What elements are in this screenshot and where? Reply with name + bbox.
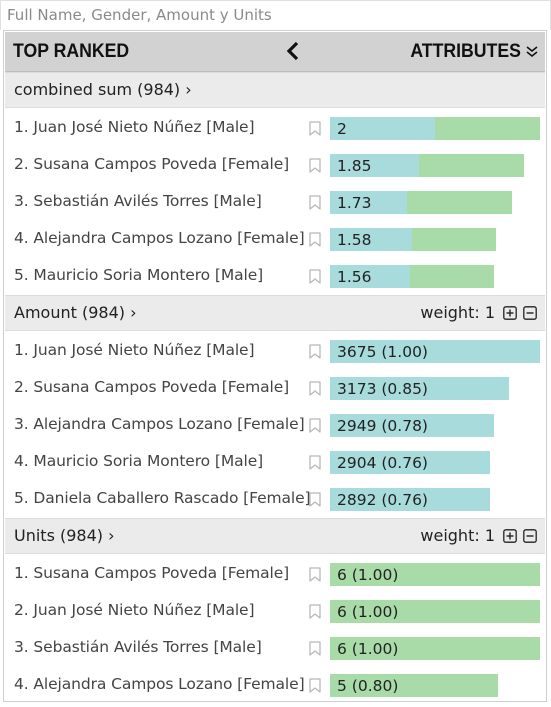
item-label: 3. Sebastián Avilés Torres [Male] (14, 638, 262, 656)
list-item[interactable]: 4. Alejandra Campos Lozano [Female] 1.58 (5, 221, 545, 258)
list-item[interactable]: 4. Alejandra Campos Lozano [Female] 5 (0.… (5, 667, 545, 704)
weight-label-units: weight: 1 (420, 526, 495, 545)
section-title-combined[interactable]: combined sum (984) › (14, 80, 192, 99)
section-header-amount: Amount (984) › weight: 1 (5, 295, 545, 331)
list-item[interactable]: 2. Susana Campos Poveda [Female] 3173 (0.… (5, 370, 545, 407)
bookmark-icon[interactable] (309, 344, 321, 359)
list-item[interactable]: 1. Juan José Nieto Núñez [Male] 2 (5, 110, 545, 147)
list-item[interactable]: 3. Alejandra Campos Lozano [Female] 2949 … (5, 407, 545, 444)
units-bar-segment (412, 228, 496, 251)
item-label: 4. Mauricio Soria Montero [Male] (14, 452, 264, 470)
amount-bar-segment (330, 228, 412, 251)
bookmark-icon[interactable] (309, 121, 321, 136)
item-label: 3. Alejandra Campos Lozano [Female] (14, 415, 305, 433)
item-label: 2. Juan José Nieto Núñez [Male] (14, 601, 255, 619)
bookmark-icon[interactable] (309, 195, 321, 210)
score-value: 1.58 (337, 231, 372, 249)
units-bar-segment (330, 637, 540, 660)
bookmark-icon[interactable] (309, 158, 321, 173)
bookmark-icon[interactable] (309, 269, 321, 284)
units-bar-segment (407, 191, 512, 214)
item-label: 4. Alejandra Campos Lozano [Female] (14, 675, 305, 693)
plus-square-icon[interactable] (503, 306, 517, 320)
list-item[interactable]: 3. Sebastián Avilés Torres [Male] 1.73 (5, 184, 545, 221)
list-item[interactable]: 2. Susana Campos Poveda [Female] 1.85 (5, 147, 545, 184)
score-value: 5 (0.80) (337, 677, 399, 695)
amount-bar-segment (330, 117, 435, 140)
double-chevron-down-icon[interactable] (525, 45, 539, 59)
bookmark-icon[interactable] (309, 604, 321, 619)
list-item[interactable]: 3. Sebastián Avilés Torres [Male] 6 (1.00… (5, 630, 545, 667)
bookmark-icon[interactable] (309, 641, 321, 656)
bookmark-icon[interactable] (309, 381, 321, 396)
bookmark-icon[interactable] (309, 492, 321, 507)
bookmark-icon[interactable] (309, 678, 321, 693)
bookmark-icon[interactable] (309, 232, 321, 247)
list-item[interactable]: 5. Daniela Caballero Rascado [Female] 289… (5, 481, 545, 518)
units-bar-segment (435, 117, 540, 140)
bookmark-icon[interactable] (309, 418, 321, 433)
amount-bar-segment (330, 414, 494, 437)
item-label: 3. Sebastián Avilés Torres [Male] (14, 192, 262, 210)
ranking-frame: TOP RANKED ATTRIBUTES combined sum (984)… (3, 30, 547, 702)
list-item[interactable]: 2. Juan José Nieto Núñez [Male] 6 (1.00) (5, 593, 545, 630)
minus-square-icon[interactable] (523, 529, 537, 543)
bookmark-icon[interactable] (309, 567, 321, 582)
score-value: 6 (1.00) (337, 640, 399, 658)
list-item[interactable]: 1. Juan José Nieto Núñez [Male] 3675 (1.0… (5, 333, 545, 370)
item-label: 2. Susana Campos Poveda [Female] (14, 155, 290, 173)
bookmark-icon[interactable] (309, 455, 321, 470)
score-value: 2904 (0.76) (337, 454, 428, 472)
item-label: 1. Juan José Nieto Núñez [Male] (14, 118, 255, 136)
score-value: 2949 (0.78) (337, 417, 428, 435)
score-value: 1.73 (337, 194, 372, 212)
list-item[interactable]: 5. Mauricio Soria Montero [Male] 1.56 (5, 258, 545, 295)
section-header-combined: combined sum (984) › (5, 72, 545, 108)
section-title-units[interactable]: Units (984) › (14, 526, 115, 545)
amount-bar-segment (330, 265, 410, 288)
units-bar-segment (330, 563, 540, 586)
score-value: 3675 (1.00) (337, 343, 428, 361)
amount-bar-segment (330, 191, 407, 214)
item-label: 1. Juan José Nieto Núñez [Male] (14, 341, 255, 359)
score-value: 6 (1.00) (337, 566, 399, 584)
units-bar-segment (330, 600, 540, 623)
top-ranked-label: TOP RANKED (13, 41, 130, 62)
amount-bar-segment (330, 488, 490, 511)
score-value: 1.85 (337, 157, 372, 175)
item-label: 4. Alejandra Campos Lozano [Female] (14, 229, 305, 247)
item-label: 5. Mauricio Soria Montero [Male] (14, 266, 264, 284)
list-item[interactable]: 4. Mauricio Soria Montero [Male] 2904 (0.… (5, 444, 545, 481)
attributes-label[interactable]: ATTRIBUTES (410, 41, 521, 62)
score-value: 2 (337, 120, 347, 138)
panel-title: Full Name, Gender, Amount y Units (0, 0, 551, 30)
list-item[interactable]: 1. Susana Campos Poveda [Female] 6 (1.00) (5, 556, 545, 593)
weight-label-amount: weight: 1 (420, 303, 495, 322)
section-header-units: Units (984) › weight: 1 (5, 518, 545, 554)
section-title-amount[interactable]: Amount (984) › (14, 303, 137, 322)
ranking-header: TOP RANKED ATTRIBUTES (5, 32, 545, 72)
score-value: 3173 (0.85) (337, 380, 428, 398)
amount-bar-segment (330, 451, 490, 474)
units-bar-segment (330, 674, 498, 697)
units-bar-segment (410, 265, 494, 288)
item-label: 5. Daniela Caballero Rascado [Female] (14, 489, 311, 507)
amount-bar-segment (330, 377, 509, 400)
score-value: 2892 (0.76) (337, 491, 428, 509)
amount-bar-segment (330, 154, 419, 177)
plus-square-icon[interactable] (503, 529, 517, 543)
score-value: 1.56 (337, 268, 372, 286)
amount-bar-segment (330, 340, 540, 363)
minus-square-icon[interactable] (523, 306, 537, 320)
item-label: 1. Susana Campos Poveda [Female] (14, 564, 290, 582)
units-bar-segment (419, 154, 524, 177)
chevron-left-icon[interactable] (283, 40, 305, 62)
score-value: 6 (1.00) (337, 603, 399, 621)
item-label: 2. Susana Campos Poveda [Female] (14, 378, 290, 396)
